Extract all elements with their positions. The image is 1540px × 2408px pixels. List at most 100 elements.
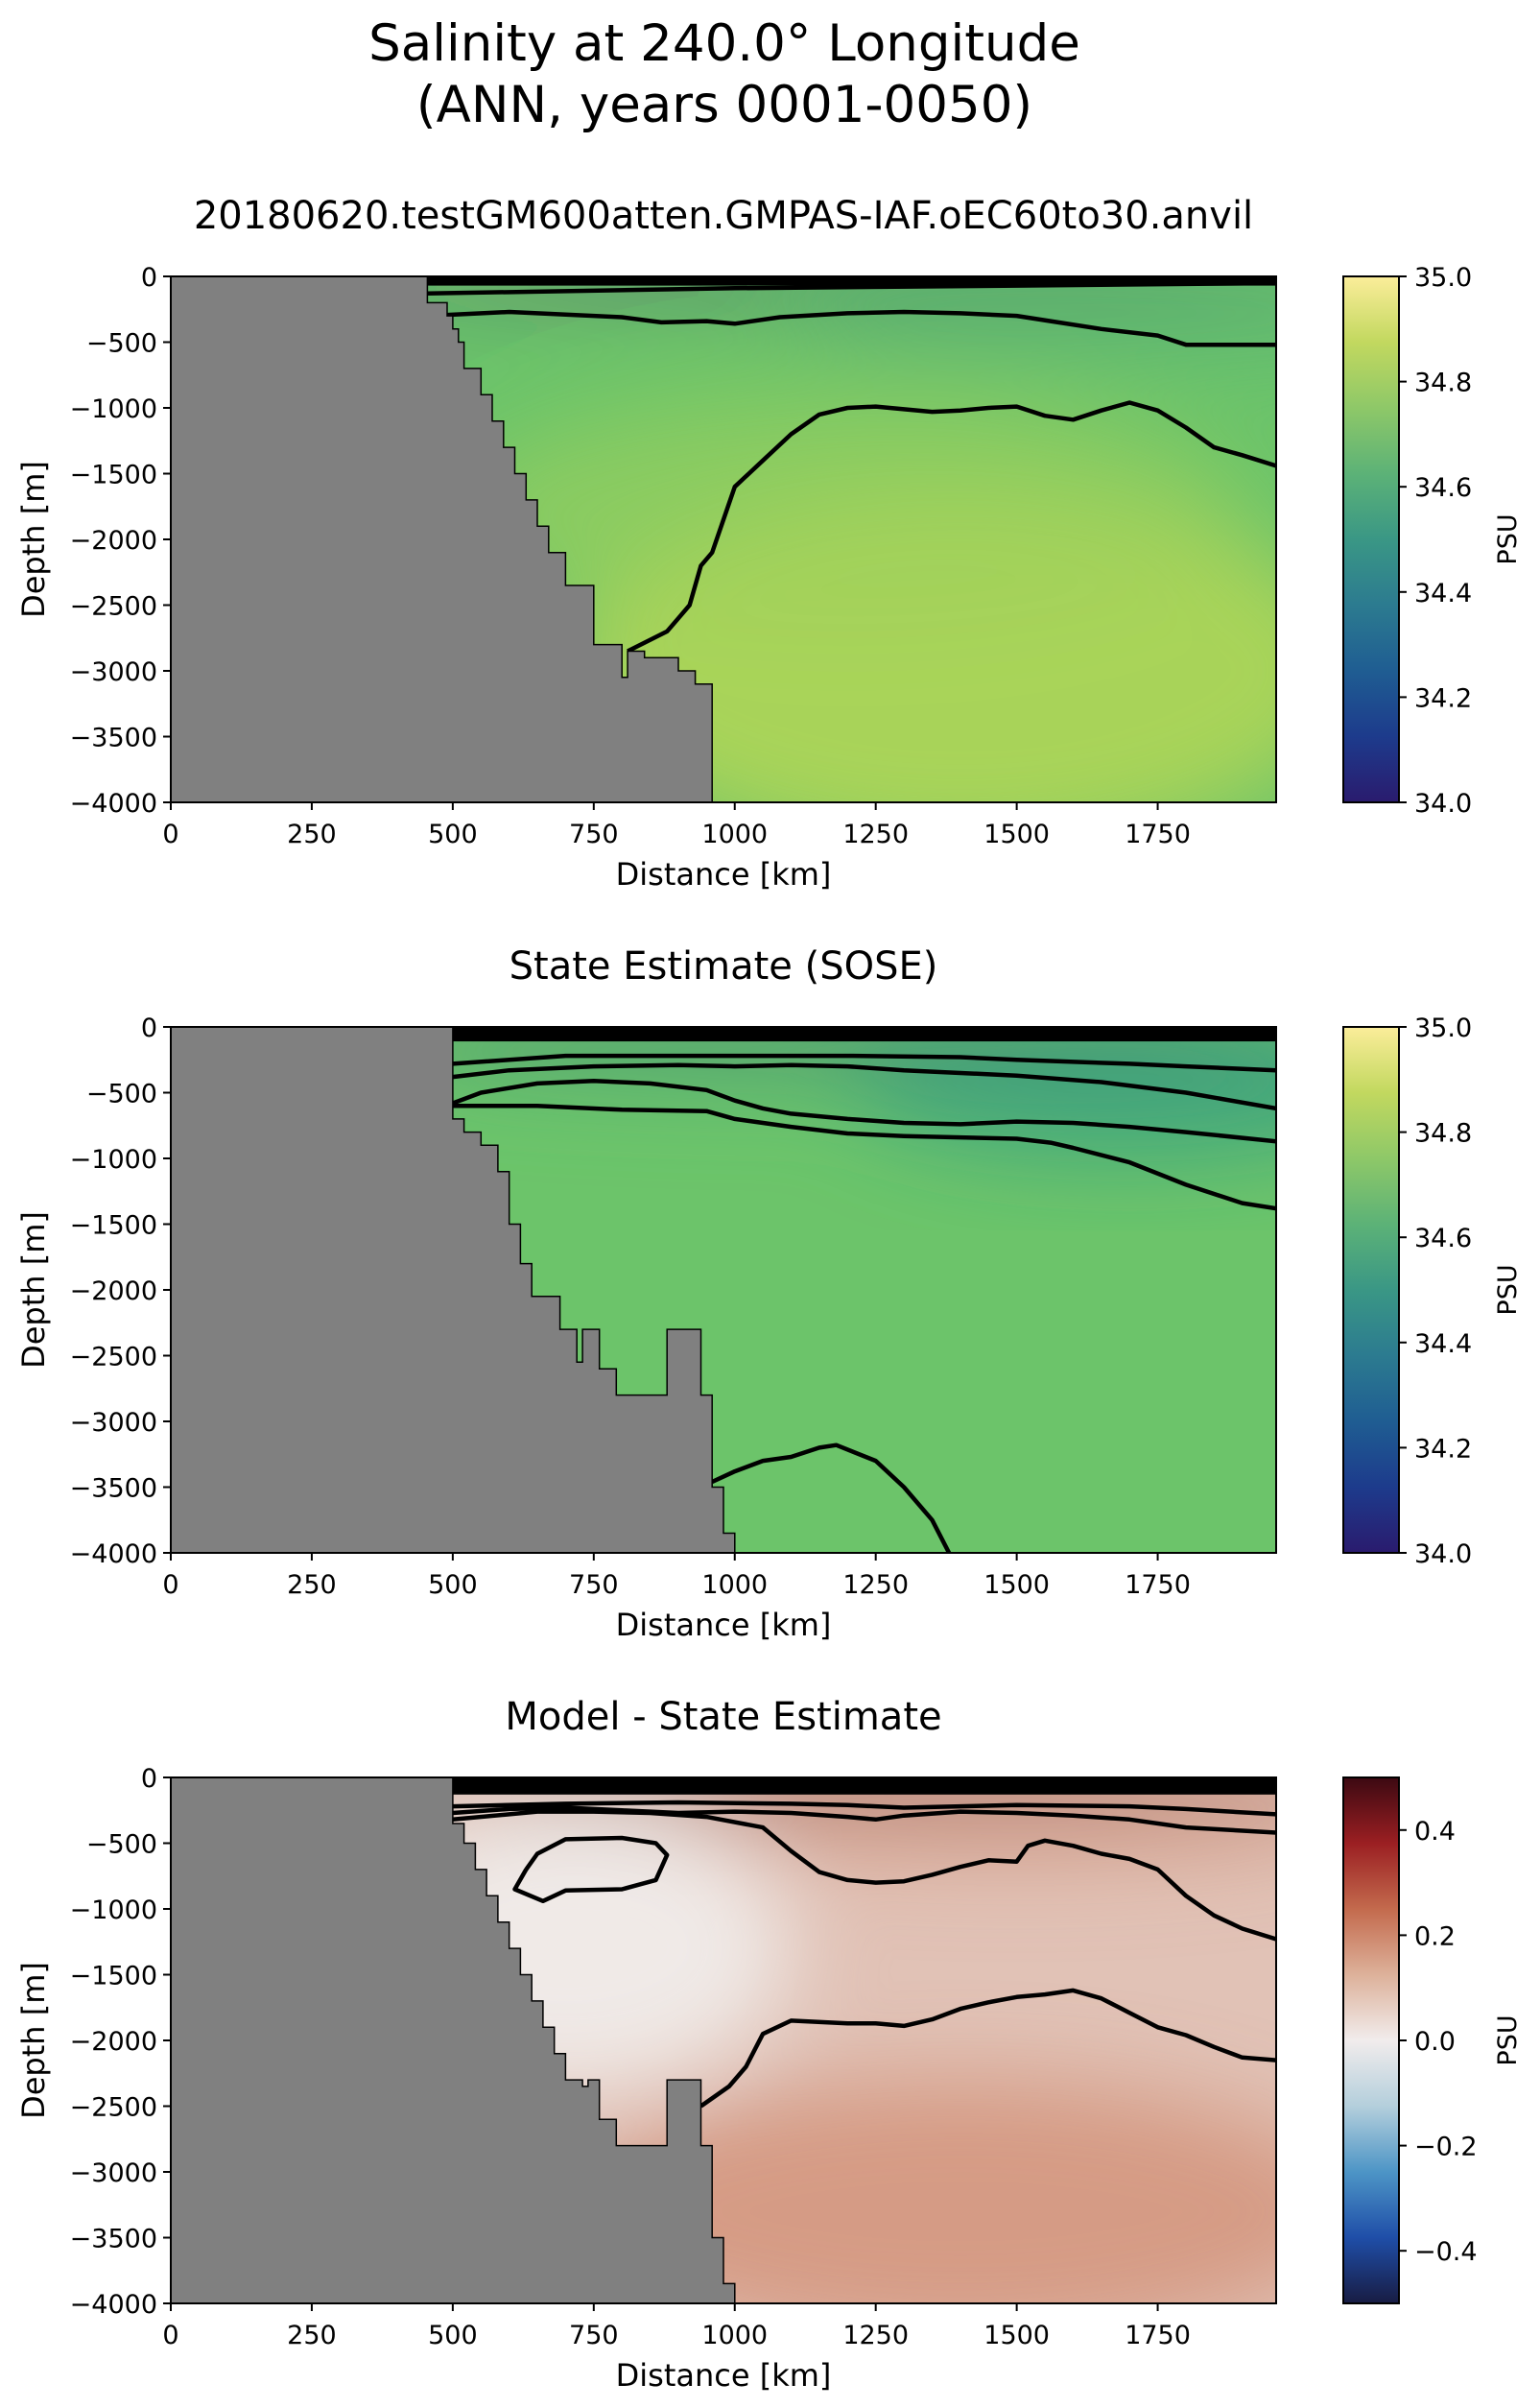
x-axis-label: Distance [km] bbox=[616, 2357, 832, 2394]
y-tick-label: 0 bbox=[141, 263, 157, 293]
colorbar-tick-label: 34.0 bbox=[1414, 1539, 1472, 1569]
x-tick-label: 1750 bbox=[1125, 2321, 1191, 2350]
colorbar-tick-label: 0.4 bbox=[1414, 1817, 1456, 1847]
x-tick-label: 1250 bbox=[842, 820, 909, 849]
y-tick-label: −4000 bbox=[70, 2290, 157, 2320]
colorbar-tick-label: 34.4 bbox=[1414, 1329, 1472, 1359]
contour-line bbox=[627, 400, 1276, 654]
contour-line bbox=[452, 1800, 1276, 1817]
colorbar-tick-label: 34.4 bbox=[1414, 579, 1472, 608]
colorbar-tick-label: 34.0 bbox=[1414, 789, 1472, 819]
contour-line bbox=[427, 309, 1276, 347]
colorbar-tick-label: 34.6 bbox=[1414, 473, 1472, 503]
colorbar-tick-label: 34.2 bbox=[1414, 683, 1472, 713]
surface-contour-band bbox=[427, 276, 1276, 286]
colorbar-tick-label: 0.2 bbox=[1414, 1921, 1456, 1951]
land-mask bbox=[170, 1776, 736, 2304]
y-tick-label: 0 bbox=[141, 1764, 157, 1794]
colorbar bbox=[1342, 1776, 1400, 2304]
x-axis-label: Distance [km] bbox=[616, 856, 832, 893]
x-tick-label: 1750 bbox=[1125, 820, 1191, 849]
x-tick-label: 1000 bbox=[701, 2321, 768, 2350]
x-tick-label: 500 bbox=[428, 1570, 478, 1600]
y-tick-label: −3500 bbox=[70, 724, 157, 753]
panel-title: 20180620.testGM600atten.GMPAS-IAF.oEC60t… bbox=[194, 194, 1253, 238]
contour-line bbox=[427, 280, 1276, 297]
contour-line bbox=[452, 1053, 1276, 1073]
y-tick-label: −1500 bbox=[70, 1211, 157, 1241]
x-tick-label: 1250 bbox=[842, 2321, 909, 2350]
colorbar bbox=[1342, 275, 1400, 803]
contour-line bbox=[452, 1805, 1276, 1835]
colorbar-label: PSU bbox=[1493, 2015, 1523, 2065]
land-mask bbox=[170, 1026, 736, 1554]
y-tick-label: −1000 bbox=[70, 394, 157, 424]
x-tick-label: 1250 bbox=[842, 1570, 909, 1600]
field-patch bbox=[452, 394, 1243, 632]
x-tick-label: 1500 bbox=[983, 2321, 1050, 2350]
x-tick-label: 0 bbox=[162, 1570, 178, 1600]
y-tick-label: −4000 bbox=[70, 1539, 157, 1569]
colorbar-tick-label: 35.0 bbox=[1414, 263, 1472, 293]
y-tick-label: −3000 bbox=[70, 1408, 157, 1438]
chart-panel-1: 20180620.testGM600atten.GMPAS-IAF.oEC60t… bbox=[15, 194, 1523, 893]
field-patch bbox=[565, 2080, 1276, 2303]
y-axis-label: Depth [m] bbox=[15, 1211, 52, 1369]
contour-line bbox=[452, 1062, 1276, 1111]
x-tick-label: 250 bbox=[287, 820, 337, 849]
contour-line bbox=[452, 1078, 1276, 1144]
x-tick-label: 1000 bbox=[701, 820, 768, 849]
field-patch bbox=[678, 1777, 1276, 1864]
contour-line bbox=[711, 1442, 952, 1553]
y-tick-label: −1500 bbox=[70, 461, 157, 490]
y-axis-label: Depth [m] bbox=[15, 1962, 52, 2119]
contour-line bbox=[512, 1835, 670, 1904]
colorbar-tick-label: 35.0 bbox=[1414, 1013, 1472, 1043]
x-tick-label: 750 bbox=[569, 2321, 619, 2350]
field-patch bbox=[396, 1027, 1276, 1093]
x-axis-label: Distance [km] bbox=[616, 1607, 832, 1643]
x-tick-label: 250 bbox=[287, 1570, 337, 1600]
y-tick-label: −2000 bbox=[70, 1276, 157, 1306]
x-tick-label: 1500 bbox=[983, 1570, 1050, 1600]
contour-line bbox=[452, 1809, 1276, 1942]
y-tick-label: −500 bbox=[86, 1830, 157, 1860]
colorbar-tick-label: 34.8 bbox=[1414, 1119, 1472, 1149]
y-tick-label: 0 bbox=[141, 1013, 157, 1043]
contour-line bbox=[452, 1103, 1276, 1211]
surface-contour-band bbox=[452, 1027, 1276, 1042]
y-tick-label: −500 bbox=[86, 1080, 157, 1109]
y-tick-label: −2500 bbox=[70, 1343, 157, 1372]
y-tick-label: −3500 bbox=[70, 1474, 157, 1504]
contour-line bbox=[699, 1988, 1276, 2109]
chart-panel-2: State Estimate (SOSE) 0 250 500 750 1000 1250 1… bbox=[15, 944, 1523, 1643]
figure-title-line1: Salinity at 240.0° Longitude bbox=[368, 14, 1080, 73]
contour-lines bbox=[452, 1800, 1276, 2109]
x-tick-label: 1750 bbox=[1125, 1570, 1191, 1600]
colorbar-label: PSU bbox=[1493, 1264, 1523, 1315]
x-tick-label: 500 bbox=[428, 2321, 478, 2350]
figure-title-line2: (ANN, years 0001-0050) bbox=[415, 76, 1033, 134]
x-tick-label: 0 bbox=[162, 820, 178, 849]
x-tick-label: 750 bbox=[569, 1570, 619, 1600]
colorbar-tick-label: 0.0 bbox=[1414, 2027, 1456, 2057]
y-tick-label: −500 bbox=[86, 329, 157, 359]
panel-title: Model - State Estimate bbox=[505, 1695, 941, 1739]
contour-lines bbox=[427, 280, 1276, 654]
y-tick-label: −2000 bbox=[70, 2027, 157, 2057]
colorbar-label: PSU bbox=[1493, 513, 1523, 564]
y-tick-label: −3500 bbox=[70, 2225, 157, 2254]
y-tick-label: −2500 bbox=[70, 2093, 157, 2123]
y-tick-label: −1000 bbox=[70, 1895, 157, 1925]
y-tick-label: −3000 bbox=[70, 657, 157, 687]
figure-title: Salinity at 240.0° Longitude (ANN, years… bbox=[0, 13, 1449, 136]
colorbar-tick-label: −0.4 bbox=[1414, 2237, 1478, 2267]
y-tick-label: −2000 bbox=[70, 526, 157, 556]
land-mask bbox=[170, 275, 713, 803]
chart-panel-3: Model - State Estimate 0 250 500 750 1000 1250… bbox=[15, 1695, 1523, 2394]
y-tick-label: −3000 bbox=[70, 2158, 157, 2188]
contour-lines bbox=[452, 1053, 1276, 1553]
colorbar bbox=[1342, 1026, 1400, 1554]
colorbar-tick-label: −0.2 bbox=[1414, 2133, 1478, 2162]
